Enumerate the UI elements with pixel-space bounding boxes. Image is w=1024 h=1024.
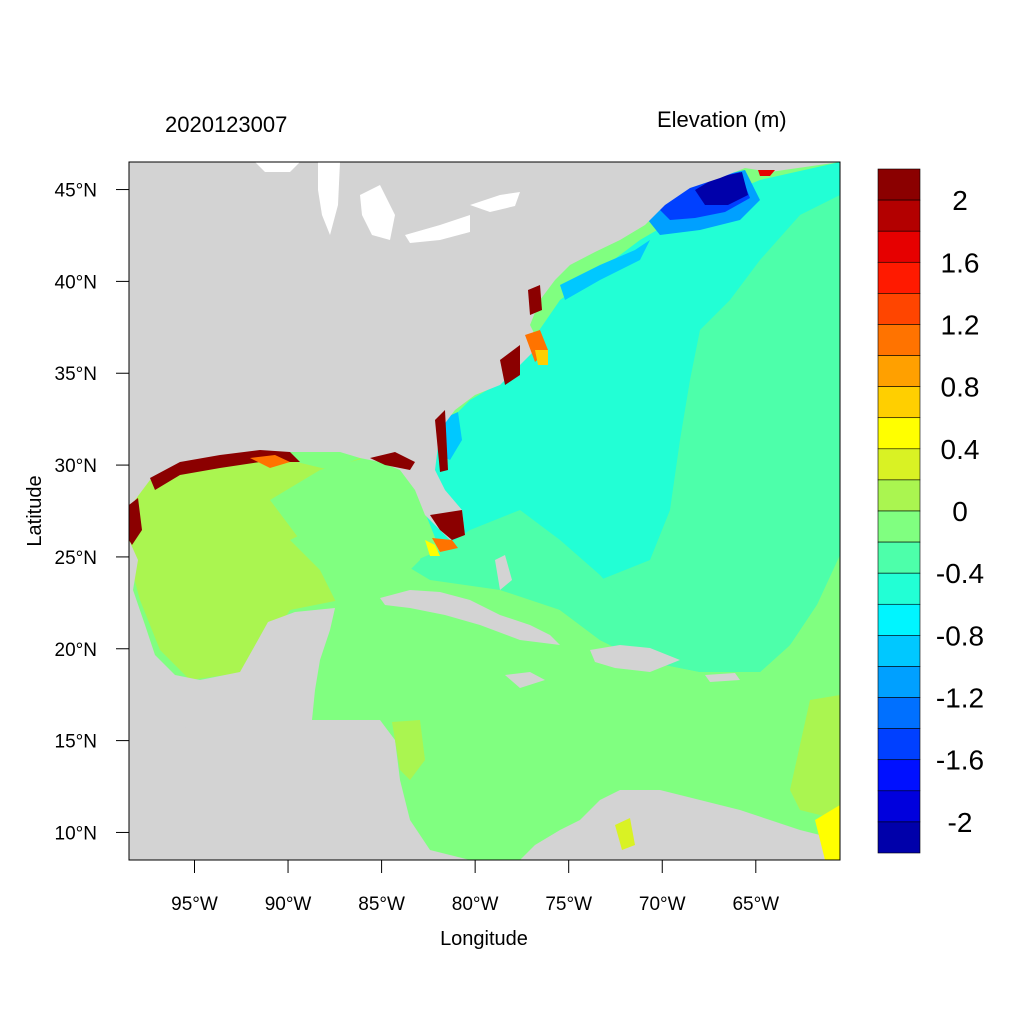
- florida-keys-yellow: [425, 540, 440, 556]
- bahamas-shelf-field: [405, 510, 640, 655]
- maine-coast-high: [758, 170, 775, 176]
- texas-coast-high: [129, 498, 142, 545]
- andros-island: [495, 555, 512, 590]
- big-bend-high: [370, 452, 415, 470]
- longitude-axis: 95°W 90°W 85°W 80°W 75°W 70°W 65°W: [171, 860, 779, 915]
- colorbar-swatch: [877, 230, 921, 263]
- hispaniola: [590, 645, 680, 672]
- florida-keys-high: [432, 538, 458, 552]
- colorbar-swatch: [877, 448, 921, 481]
- lat-tick-label: 10°N: [55, 823, 97, 844]
- georgia-coast-high: [435, 410, 448, 472]
- gulf-east-field: [270, 458, 425, 610]
- gulf-coast-orange: [250, 455, 290, 468]
- colorbar-swatch: [877, 666, 921, 698]
- colorbar-label: 1.6: [941, 247, 980, 278]
- colorbar-swatch: [877, 479, 921, 512]
- colorbar-swatch: [877, 572, 921, 605]
- colorbar-label: 0: [952, 496, 968, 527]
- colorbar-label: 0.8: [941, 372, 980, 403]
- lat-tick-label: 15°N: [55, 732, 97, 753]
- colorbar-swatch: [877, 293, 921, 325]
- y-axis-title: Latitude: [24, 475, 46, 546]
- land-mass: [129, 162, 840, 860]
- colorbar-swatch: [877, 541, 921, 574]
- colorbar-swatch: [877, 510, 921, 543]
- date-label: 2020123007: [165, 112, 288, 137]
- colorbar-label: -1.2: [936, 683, 984, 714]
- colorbar-swatch: [877, 728, 921, 761]
- florida-bay-high: [430, 510, 465, 540]
- lat-tick-label: 35°N: [55, 364, 97, 385]
- lat-tick-label: 20°N: [55, 640, 97, 661]
- colorbar-label: 2: [952, 185, 968, 216]
- lesser-antilles-field: [790, 695, 840, 820]
- lat-tick-label: 40°N: [55, 272, 97, 293]
- east-caribbean-field: [760, 555, 840, 700]
- colorbar-swatch: [877, 355, 921, 387]
- colorbar-label: -0.8: [936, 620, 984, 651]
- orinoco-field: [815, 805, 840, 860]
- lon-tick-label: 75°W: [545, 894, 592, 915]
- variable-label: Elevation (m): [657, 107, 787, 132]
- lat-tick-label: 45°N: [55, 181, 97, 202]
- colorbar-swatch: [877, 386, 921, 419]
- pamlico-yellow: [535, 350, 548, 365]
- chesapeake-high: [528, 285, 542, 315]
- colorbar-swatch: [877, 790, 921, 823]
- plot-frame: [128, 161, 841, 861]
- colorbar-label: 1.2: [941, 309, 980, 340]
- lat-tick-label: 30°N: [55, 456, 97, 477]
- cuba: [380, 590, 560, 645]
- map-plot-area: [129, 162, 840, 860]
- colorbar-label: 0.4: [941, 434, 980, 465]
- atlantic-offshore-field: [530, 195, 840, 672]
- colorbar-label: -2: [948, 807, 973, 838]
- x-axis-title: Longitude: [440, 928, 528, 950]
- jamaica: [505, 672, 545, 688]
- honduras-coast-field: [392, 720, 425, 780]
- colorbar-swatch: [877, 324, 921, 356]
- colorbar-swatch: [877, 168, 921, 201]
- lon-tick-label: 90°W: [265, 894, 312, 915]
- nantucket-low: [560, 240, 650, 300]
- colorbar-swatch: [877, 697, 921, 729]
- gulf-of-maine-lowest: [695, 172, 748, 205]
- colorbar-swatch: [877, 199, 921, 232]
- lon-tick-label: 70°W: [639, 894, 686, 915]
- lon-tick-label: 85°W: [358, 894, 405, 915]
- colorbar-swatch: [877, 759, 921, 792]
- puerto-rico: [705, 673, 740, 682]
- colorbar-swatch: [877, 821, 921, 854]
- colorbar-label: -0.4: [936, 558, 984, 589]
- colorbar-label: -1.6: [936, 745, 984, 776]
- latitude-axis: 45°N 40°N 35°N 30°N 25°N 20°N 15°N 10°N: [55, 181, 129, 844]
- lat-tick-label: 25°N: [55, 548, 97, 569]
- lon-tick-label: 95°W: [171, 894, 218, 915]
- colorbar-swatch: [877, 417, 921, 450]
- colorbar-swatch: [877, 261, 921, 294]
- lon-tick-label: 80°W: [452, 894, 499, 915]
- maracaibo-field: [615, 818, 635, 850]
- carolina-marsh-high: [500, 345, 520, 385]
- lon-tick-label: 65°W: [732, 894, 779, 915]
- elevation-colorbar: 2 1.6 1.2 0.8 0.4 0 -0.4 -0.8 -1.2 -1.6 -2: [877, 168, 984, 854]
- colorbar-swatch: [877, 635, 921, 667]
- colorbar-swatch: [877, 603, 921, 636]
- great-lakes: [255, 162, 520, 243]
